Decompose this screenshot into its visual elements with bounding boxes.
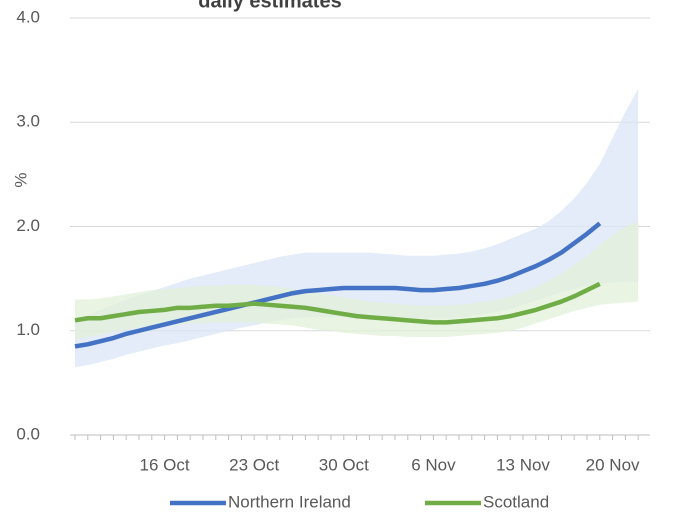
- chart-title: daily estimates: [198, 0, 341, 12]
- y-tick-label: 1.0: [16, 320, 40, 339]
- y-tick-label: 3.0: [16, 112, 40, 131]
- y-axis-label: %: [11, 172, 30, 187]
- confidence-band: [75, 221, 639, 340]
- y-tick-label: 4.0: [16, 7, 40, 26]
- x-tick-label: 23 Oct: [229, 455, 279, 474]
- x-tick-label: 13 Nov: [496, 455, 550, 474]
- x-tick-label: 6 Nov: [411, 455, 456, 474]
- x-tick-label: 20 Nov: [586, 455, 640, 474]
- x-tick-label: 16 Oct: [140, 455, 190, 474]
- y-tick-label: 2.0: [16, 216, 40, 235]
- legend-label: Northern Ireland: [228, 492, 351, 511]
- legend-label: Scotland: [483, 492, 549, 511]
- x-tick-label: 30 Oct: [319, 455, 369, 474]
- y-tick-label: 0.0: [16, 424, 40, 443]
- series-line: [74, 221, 602, 349]
- series-line: [74, 281, 601, 325]
